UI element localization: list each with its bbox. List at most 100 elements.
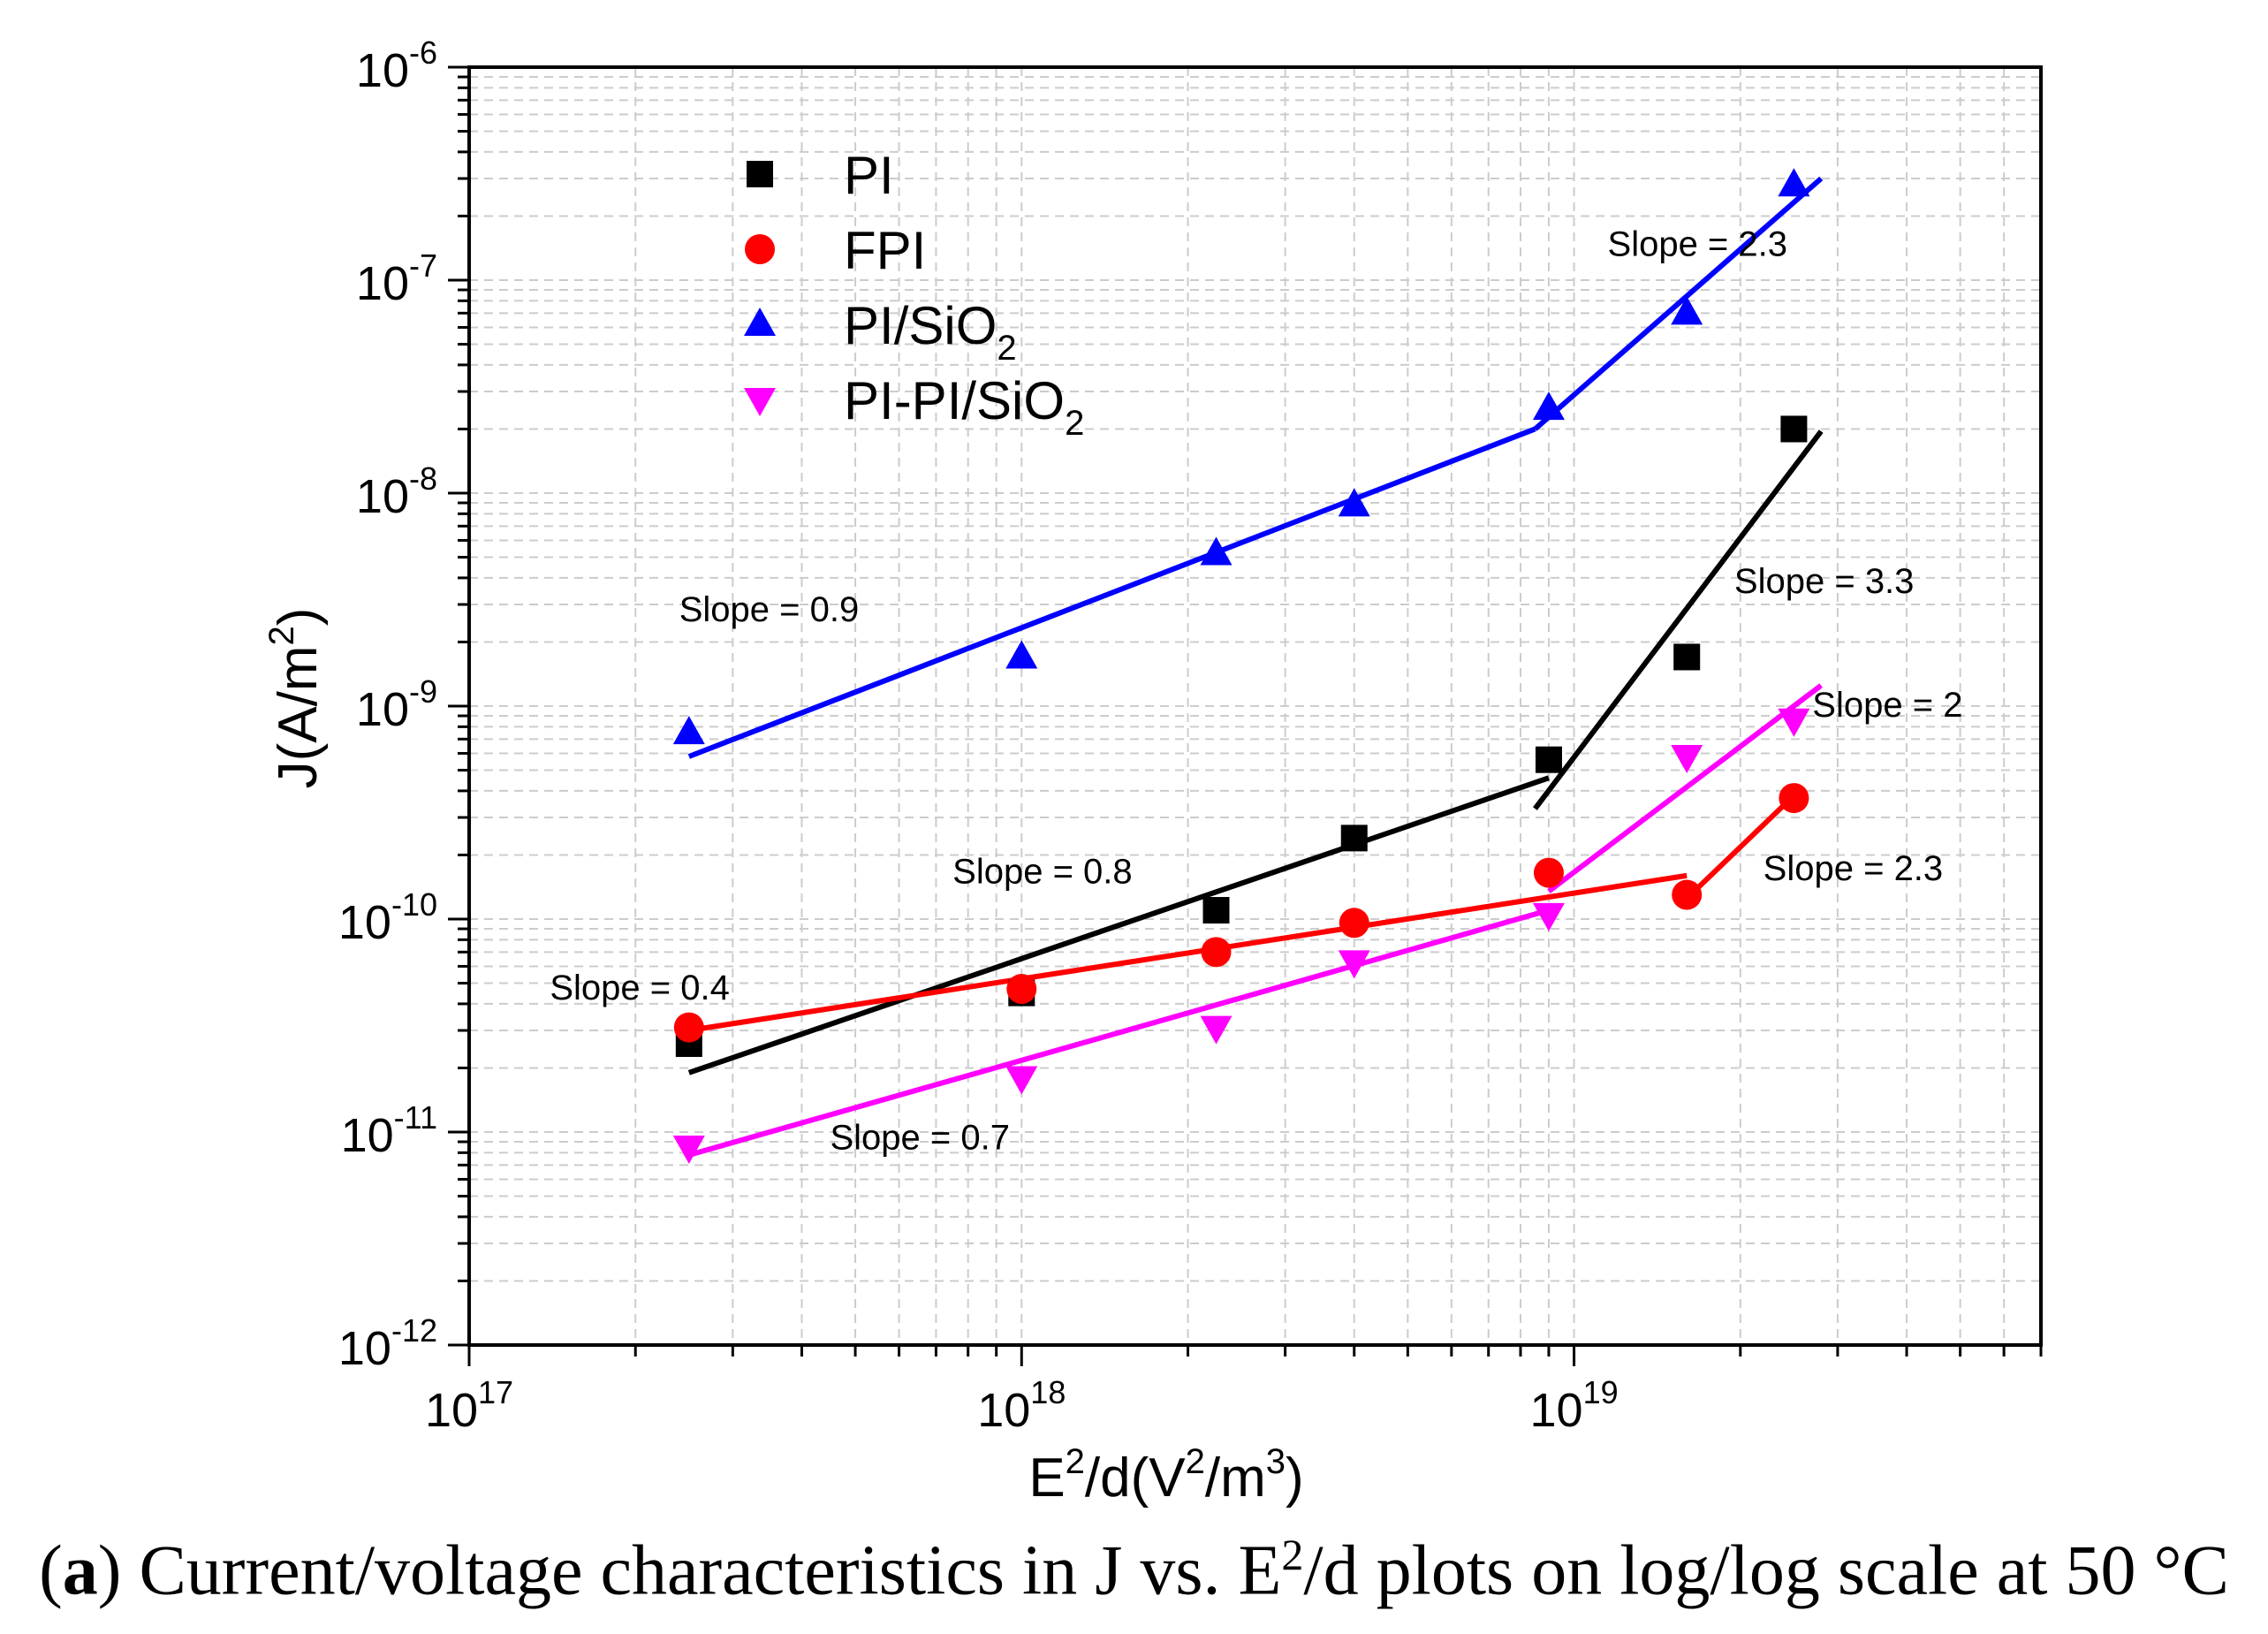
y-tick-label-exp: -8 [409,460,437,497]
x-axis-title-base: E [1028,1448,1065,1509]
point-triangle-down-3-2 [1200,1015,1233,1045]
slope-annotations: Slope = 2.3 Slope = 0.9 Slope = 3.3 Slope =… [550,225,1962,1158]
fit-line-1-1 [1685,794,1796,901]
point-circle-1-4 [1533,857,1564,888]
legend-marker-2 [744,308,776,336]
fit-line-2-1 [1533,176,1824,431]
point-triangle-down-3-4 [1532,902,1565,931]
y-tick-label: 10-8 [356,460,437,523]
y-tick-label-exp: -9 [409,673,437,710]
point-circle-1-1 [1006,974,1037,1005]
slope-annotation: Slope = 2.3 [1608,225,1788,264]
fit-line-1-0 [688,872,1688,1033]
caption-label: a [62,1531,98,1610]
point-circle-1-0 [673,1012,704,1043]
point-triangle-up-2-0 [672,716,705,745]
legend-label-1: FPI [844,221,926,280]
y-tick-label-base: 10 [341,1109,394,1162]
point-triangle-down-3-6 [1778,708,1810,737]
y-tick-label: 10-7 [356,247,437,310]
legend-label-name: PI-PI/SiO [844,371,1065,430]
point-triangle-down-3-3 [1338,950,1370,979]
slope-annotation: Slope = 2 [1812,686,1962,725]
legend-label-name: PI/SiO [844,296,997,355]
y-tick-label: 10-9 [356,673,437,736]
caption-text-2: /d plots on log/log scale at 50 °C [1303,1531,2229,1610]
legend-marker-3 [744,388,776,416]
x-tick-label: 1017 [425,1374,513,1437]
y-tick-label-base: 10 [356,470,409,523]
y-tick-label-base: 10 [338,896,391,949]
slope-annotation: Slope = 2.3 [1764,849,1944,888]
y-tick-label-base: 10 [338,1322,391,1375]
x-tick-label-base: 10 [425,1384,478,1437]
y-tick-label-base: 10 [356,44,409,97]
point-triangle-down-3-1 [1005,1066,1038,1095]
slope-annotation: Slope = 0.8 [952,853,1133,892]
y-tick-label-base: 10 [356,683,409,736]
fit-lines [687,176,1824,1158]
slope-annotation: Slope = 3.3 [1734,562,1915,601]
x-axis-title-mid: /d(V [1085,1448,1186,1509]
point-triangle-up-2-2 [1200,536,1233,566]
y-tick-label: 10-10 [338,886,437,949]
x-tick-label-base: 10 [977,1384,1030,1437]
point-circle-1-6 [1779,783,1809,814]
fit-line-0-1 [1533,429,1824,810]
fit-line-3-0 [688,908,1550,1158]
y-tick-label-exp: -7 [409,247,437,284]
point-triangle-up-2-4 [1532,391,1565,421]
x-tick-label-exp: 17 [478,1374,513,1410]
legend-label-sub: 2 [1065,404,1084,443]
x-tick-label: 1018 [977,1374,1066,1437]
slope-annotation: Slope = 0.4 [550,969,730,1007]
y-tick-label-exp: -12 [391,1312,437,1349]
y-tick-label-exp: -11 [394,1099,437,1136]
point-square-0-3 [1340,825,1368,852]
fit-line-0-0 [687,775,1550,1075]
point-triangle-up-2-6 [1778,168,1810,197]
legend-label-sub: 2 [997,329,1016,368]
point-triangle-down-3-5 [1671,745,1703,774]
axis-ticks [448,65,2043,1366]
point-circle-1-5 [1672,879,1703,910]
caption-sup: 2 [1281,1530,1304,1579]
point-circle-1-3 [1339,908,1369,939]
legend-label-2: PI/SiO2 [844,296,1017,368]
x-tick-label: 1019 [1530,1374,1619,1437]
legend-label-0: PI [844,146,894,205]
point-triangle-up-2-3 [1338,488,1370,517]
x-axis-title-sup2: 2 [1186,1442,1205,1481]
y-tick-label-base: 10 [356,257,409,310]
x-axis-title: E2/d(V2/m3) [1028,1442,1303,1509]
x-tick-label-exp: 19 [1583,1374,1619,1410]
grid [469,67,2041,1345]
x-tick-label-exp: 18 [1030,1374,1066,1410]
point-triangle-up-2-1 [1005,640,1038,669]
legend-label-name: PI [844,146,894,205]
y-tick-label: 10-12 [338,1312,437,1375]
tick-labels: 1017 1018 101910-610-710-810-910-1010-1110… [338,34,1619,1437]
x-axis-title-mid2: /m [1205,1448,1266,1509]
point-circle-1-2 [1201,937,1232,968]
figure-caption: (a) Current/voltage characteristics in J… [39,1530,2229,1610]
legend-label-3: PI-PI/SiO2 [844,371,1084,443]
fit-line-2-0 [687,426,1536,759]
y-tick-label-exp: -10 [391,886,437,923]
caption-text: Current/voltage characteristics in J vs.… [121,1531,1282,1610]
point-square-0-5 [1673,643,1701,671]
point-square-0-4 [1535,746,1562,773]
y-axis-title-sup: 2 [262,626,301,645]
fit-line-3-1 [1547,683,1823,893]
legend-marker-1 [745,234,775,264]
y-tick-label-exp: -6 [409,34,437,71]
x-tick-label-base: 10 [1530,1384,1583,1437]
y-axis-title-end: ) [268,608,329,627]
slope-annotation: Slope = 0.7 [830,1119,1009,1158]
y-tick-label: 10-11 [341,1099,437,1162]
legend-marker-0 [747,161,773,187]
point-triangle-up-2-5 [1671,296,1703,325]
legend-label-name: FPI [844,221,926,280]
